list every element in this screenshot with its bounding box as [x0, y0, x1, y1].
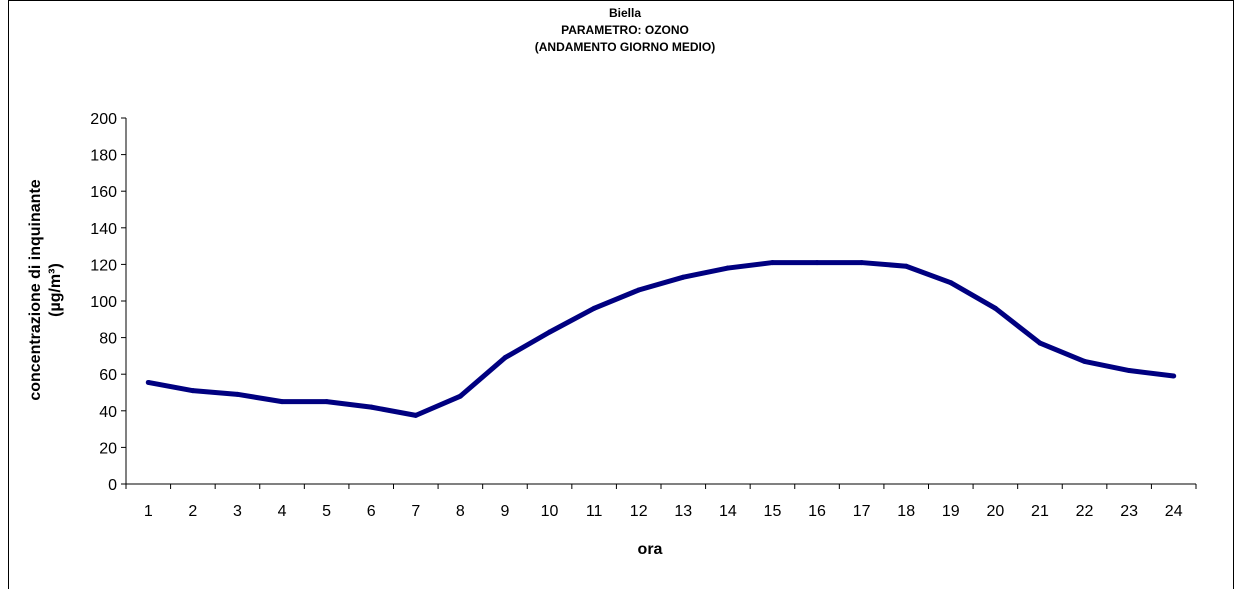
chart-title-line-2: PARAMETRO: OZONO	[561, 23, 689, 37]
y-axis-title-line-1: concentrazione di inquinante	[27, 179, 44, 400]
x-tick-label: 15	[764, 503, 782, 520]
chart-frame	[8, 0, 1234, 589]
chart-title: Biella PARAMETRO: OZONO (ANDAMENTO GIORN…	[535, 6, 715, 54]
data-point	[145, 379, 151, 385]
x-tick-label: 13	[674, 503, 692, 520]
x-tick-label: 4	[278, 503, 287, 520]
y-tick-label: 140	[90, 221, 117, 238]
axes	[125, 118, 1196, 485]
y-tick-label: 200	[90, 111, 117, 128]
data-point	[814, 260, 820, 266]
x-tick-label: 14	[719, 503, 737, 520]
data-point	[636, 287, 642, 293]
data-point	[859, 260, 865, 266]
data-point	[680, 274, 686, 280]
x-tick-label: 22	[1076, 503, 1094, 520]
x-tick-label: 19	[942, 503, 960, 520]
x-tick-label: 21	[1031, 503, 1049, 520]
y-tick-label: 80	[99, 331, 117, 348]
y-tick-label: 180	[90, 148, 117, 165]
data-point	[1171, 373, 1177, 379]
x-tick-label: 20	[986, 503, 1004, 520]
chart-title-line-1: Biella	[609, 6, 641, 20]
data-point	[413, 412, 419, 418]
x-tick-label: 17	[853, 503, 871, 520]
x-axis-title: ora	[638, 541, 663, 558]
x-tick-label: 24	[1165, 503, 1183, 520]
x-tick-label: 1	[144, 503, 153, 520]
data-point	[591, 305, 597, 311]
data-point	[457, 393, 463, 399]
x-tick-label: 6	[367, 503, 376, 520]
data-point	[547, 329, 553, 335]
x-tick-label: 7	[411, 503, 420, 520]
x-tick-label: 5	[322, 503, 331, 520]
data-point	[324, 399, 330, 405]
data-point	[368, 404, 374, 410]
x-tick-label: 8	[456, 503, 465, 520]
y-ticks: 0 20 40 60 80 100 120 140 160 180 200	[90, 111, 126, 494]
y-tick-label: 20	[99, 440, 117, 457]
y-tick-label: 60	[99, 367, 117, 384]
y-axis-title-line-2: (µg/m³)	[47, 263, 64, 317]
data-point	[725, 265, 731, 271]
x-tick-label: 3	[233, 503, 242, 520]
data-point	[1126, 368, 1132, 374]
data-point	[234, 391, 240, 397]
x-tick-label: 10	[541, 503, 559, 520]
data-point	[502, 355, 508, 361]
data-point	[992, 305, 998, 311]
x-tick-label: 23	[1120, 503, 1138, 520]
data-point	[769, 260, 775, 266]
data-point	[948, 280, 954, 286]
data-point	[1037, 340, 1043, 346]
data-point	[1082, 358, 1088, 364]
series-line	[147, 260, 1175, 418]
series-layer	[145, 260, 1177, 418]
y-tick-label: 120	[90, 257, 117, 274]
chart-title-line-3: (ANDAMENTO GIORNO MEDIO)	[535, 40, 715, 54]
x-tick-label: 9	[501, 503, 510, 520]
y-tick-label: 100	[90, 294, 117, 311]
data-point	[903, 263, 909, 269]
x-tick-label: 2	[188, 503, 197, 520]
data-point	[279, 399, 285, 405]
x-tick-label: 18	[897, 503, 915, 520]
y-axis-title: concentrazione di inquinante (µg/m³)	[27, 179, 64, 400]
x-tick-label: 12	[630, 503, 648, 520]
x-tick-label: 16	[808, 503, 826, 520]
x-ticks: 1 2 3 4 5 6 7 8 9 10 11 12 13 14 15 16 17 18 19 20 21 22 23 24	[125, 484, 1197, 520]
data-point	[190, 388, 196, 394]
y-tick-label: 0	[108, 477, 117, 494]
x-tick-label: 11	[586, 503, 603, 520]
y-tick-label: 160	[90, 184, 117, 201]
y-tick-label: 40	[99, 404, 117, 421]
